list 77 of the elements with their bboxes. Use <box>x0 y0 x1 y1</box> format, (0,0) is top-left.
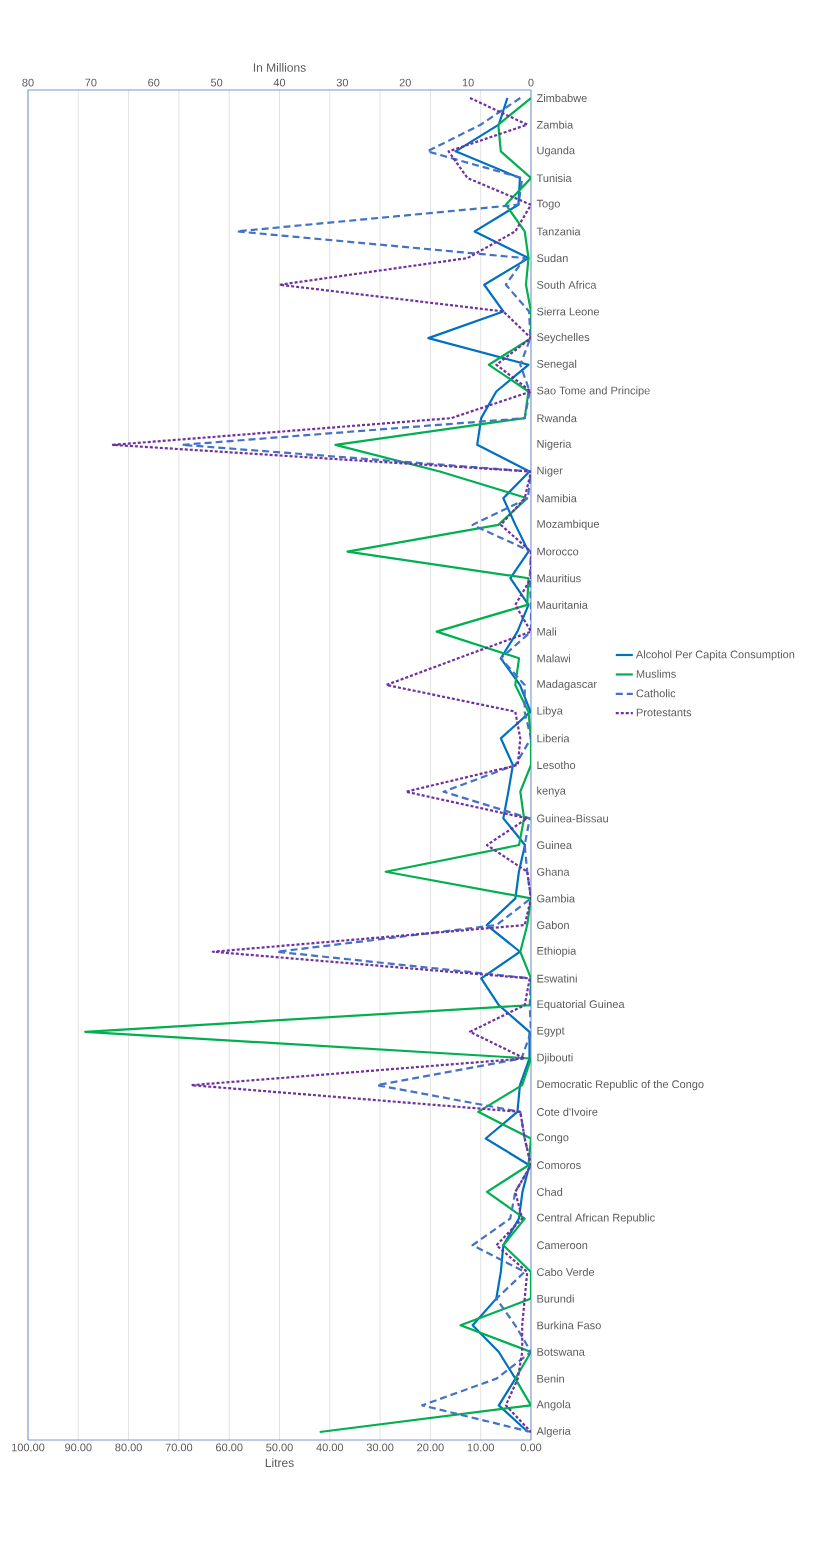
y-tick-label: Madagascar <box>537 679 597 691</box>
y-tick-label: Senegal <box>537 359 577 370</box>
y-tick-label: Zimbabwe <box>536 93 587 103</box>
y-tick-label: Mauritania <box>537 600 588 609</box>
y-tick-label: Cameroon <box>537 1241 588 1250</box>
y-tick-label: kenya <box>537 786 566 797</box>
y-tick-label: Nigeria <box>537 439 572 450</box>
y-tick-label: Lesotho <box>537 760 576 770</box>
y-tick-label: Namibia <box>537 494 577 503</box>
y-tick-label: Djibouti <box>537 1053 573 1064</box>
x2-tick-label: 50 <box>210 78 223 87</box>
x2-tick-label: 20 <box>399 78 411 87</box>
y-tick-label: Ghana <box>537 867 570 876</box>
x-tick-label: 0.00 <box>520 1443 542 1452</box>
y-tick-label: Guinea-Bissau <box>537 814 608 823</box>
x2-tick-label: 0 <box>528 78 534 87</box>
y-tick-label: Comoros <box>537 1161 581 1170</box>
y-tick-label: Gabon <box>537 921 569 930</box>
y-tick-label: Uganda <box>537 146 576 157</box>
x-tick-label: 70.00 <box>165 1443 193 1452</box>
x-tick-label: 80.00 <box>115 1443 142 1452</box>
y-tick-label: Niger <box>537 466 563 477</box>
x2-tick-label: 40 <box>273 78 286 87</box>
x-tick-label: 40.00 <box>316 1443 344 1452</box>
x-tick-label: 60.00 <box>216 1443 243 1452</box>
legend-label: Protestants <box>636 708 692 717</box>
y-tick-label: Egypt <box>537 1026 565 1037</box>
y-tick-label: Ethiopia <box>537 946 577 957</box>
y-tick-label: Malawi <box>537 654 571 663</box>
y-tick-label: Mauritius <box>537 574 581 583</box>
y-tick-label: Zambia <box>536 120 574 129</box>
y-tick-label: Togo <box>536 199 560 210</box>
y-tick-label: Seychelles <box>537 332 590 344</box>
x-tick-label: 20.00 <box>417 1443 444 1452</box>
x-tick-label: 50.00 <box>266 1443 293 1452</box>
y-tick-label: Mozambique <box>537 519 600 530</box>
y-tick-label: Tunisia <box>536 174 572 183</box>
y-tick-label: Rwanda <box>537 414 577 423</box>
y-tick-label: Chad <box>537 1187 563 1196</box>
x2-tick-label: 10 <box>462 78 474 87</box>
y-tick-label: Gambia <box>537 894 576 903</box>
y-tick-label: Libya <box>537 706 563 717</box>
y-tick-label: Mali <box>537 627 556 636</box>
y-tick-label: Cabo Verde <box>537 1267 595 1276</box>
y-tick-label: Central African Republic <box>537 1213 655 1224</box>
y-tick-label: Burundi <box>537 1294 574 1303</box>
x-tick-label: 90.00 <box>65 1443 92 1452</box>
legend-label: Catholic <box>636 689 676 698</box>
y-tick-label: Angola <box>536 1400 571 1411</box>
x2-tick-label: 70 <box>85 78 97 87</box>
x-tick-label: 10.00 <box>467 1443 495 1452</box>
y-tick-label: Cote d'Ivoire <box>537 1107 598 1116</box>
y-tick-label: Democratic Republic of the Congo <box>537 1080 704 1091</box>
y-tick-label: Tanzania <box>536 227 581 236</box>
legend-label: Muslims <box>636 669 676 678</box>
y-tick-label: Morocco <box>537 547 579 556</box>
x-tick-label: 30.00 <box>366 1443 394 1452</box>
y-tick-label: Congo <box>537 1133 569 1144</box>
y-tick-label: South Africa <box>537 280 597 289</box>
x-tick-label: 100.00 <box>12 1443 45 1452</box>
y-tick-label: Benin <box>537 1374 564 1383</box>
x2-tick-label: 80 <box>22 78 34 87</box>
x-axis-title: Litres <box>265 1458 294 1468</box>
y-tick-label: Burkina Faso <box>537 1321 601 1330</box>
x2-tick-label: 60 <box>148 78 160 87</box>
y-tick-label: Sudan <box>537 254 568 263</box>
y-tick-label: Sao Tome and Principe <box>537 386 650 397</box>
y-tick-label: Sierra Leone <box>537 307 600 316</box>
x2-axis-title: In Millions <box>253 63 306 72</box>
y-tick-label: Botswana <box>537 1348 585 1356</box>
legend-label: Alcohol Per Capita Consumption <box>635 650 795 661</box>
y-tick-label: Algeria <box>536 1426 571 1438</box>
y-tick-label: Liberia <box>537 734 570 743</box>
y-tick-label: Equatorial Guinea <box>537 1000 625 1011</box>
y-tick-label: Eswatini <box>537 974 577 983</box>
x2-tick-label: 30 <box>336 78 349 87</box>
y-tick-label: Guinea <box>537 841 572 850</box>
